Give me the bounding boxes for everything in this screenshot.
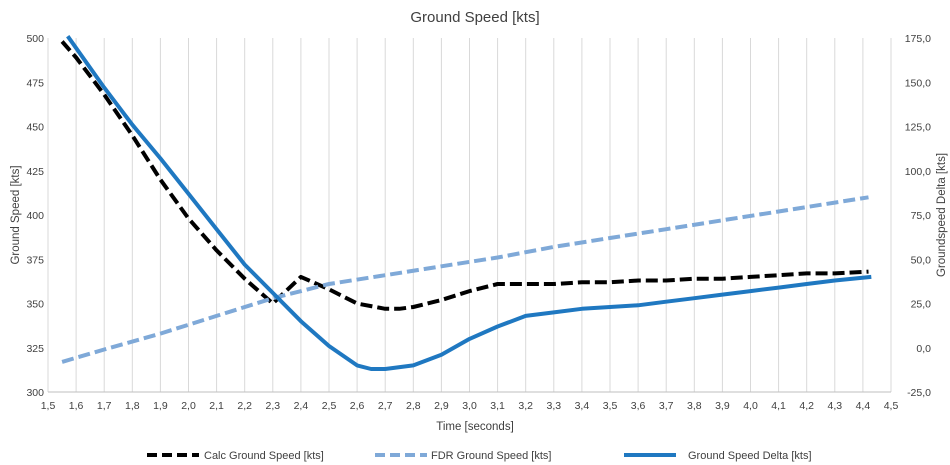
x-tick-label: 3,3 — [546, 400, 561, 412]
y2-tick-label: 100,0 — [905, 166, 931, 178]
y2-tick-label: 50,0 — [911, 254, 932, 266]
x-tick-label: 3,9 — [715, 400, 730, 412]
series-line-1 — [60, 40, 869, 311]
y2-tick-label: 75,0 — [911, 210, 932, 222]
x-tick-label: 3,0 — [462, 400, 477, 412]
x-tick-label: 2,2 — [237, 400, 252, 412]
y-tick-label: 500 — [26, 33, 44, 45]
y-tick-label: 425 — [26, 166, 44, 178]
series-line-2 — [61, 195, 869, 364]
y-tick-label: 450 — [26, 122, 44, 134]
y-tick-label: 400 — [26, 210, 44, 222]
x-tick-label: 4,2 — [799, 400, 814, 412]
axis-ticks: 1,5 1,6 1,7 1,8 1,9 2,0 2,1 2,2 2,3 2,4 2,5 2,6 2,7 2… — [26, 33, 931, 412]
grid-lines — [47, 38, 892, 393]
legend-label-3: Ground Speed Delta [kts] — [688, 450, 812, 462]
y-tick-label: 300 — [26, 387, 44, 399]
y-tick-label: 375 — [26, 254, 44, 266]
x-tick-label: 1,6 — [69, 400, 84, 412]
legend-label-1: Calc Ground Speed [kts] — [204, 450, 324, 462]
y2-tick-label: 25,0 — [911, 299, 932, 311]
x-tick-label: 1,9 — [153, 400, 168, 412]
x-tick-label: 2,7 — [378, 400, 393, 412]
x-tick-label: 4,5 — [884, 400, 899, 412]
y-tick-label: 350 — [26, 299, 44, 311]
y-axis-label: Ground Speed [kts] — [10, 165, 22, 264]
x-tick-label: 4,1 — [771, 400, 786, 412]
legend-label-2: FDR Ground Speed [kts] — [431, 450, 551, 462]
y2-tick-label: 175,0 — [905, 33, 931, 45]
x-tick-label: 1,5 — [41, 400, 56, 412]
x-tick-label: 2,8 — [406, 400, 421, 412]
y2-axis-label: Groundspeed Delta [kts] — [936, 153, 948, 277]
x-tick-label: 4,4 — [856, 400, 871, 412]
x-tick-label: 3,2 — [518, 400, 533, 412]
x-tick-label: 2,4 — [294, 400, 309, 412]
x-tick-label: 2,0 — [181, 400, 196, 412]
x-tick-label: 2,9 — [434, 400, 449, 412]
x-tick-label: 4,3 — [827, 400, 842, 412]
y2-tick-label: 125,0 — [905, 122, 931, 134]
x-tick-label: 3,8 — [687, 400, 702, 412]
x-tick-label: 2,3 — [265, 400, 280, 412]
y2-tick-label: -25,0 — [907, 387, 931, 399]
x-tick-label: 4,0 — [743, 400, 758, 412]
x-axis-label: Time [seconds] — [436, 421, 514, 433]
y2-tick-label: 0,0 — [916, 343, 931, 355]
x-tick-label: 3,4 — [575, 400, 590, 412]
x-tick-label: 3,1 — [490, 400, 505, 412]
legend: Calc Ground Speed [kts] FDR Ground Speed … — [147, 450, 812, 462]
y-tick-label: 475 — [26, 77, 44, 89]
y2-tick-label: 150,0 — [905, 77, 931, 89]
chart-title: Ground Speed [kts] — [410, 9, 539, 26]
x-tick-label: 2,6 — [350, 400, 365, 412]
series-lines — [60, 35, 872, 371]
x-tick-label: 3,6 — [631, 400, 646, 412]
x-tick-label: 2,1 — [209, 400, 224, 412]
x-tick-label: 1,7 — [97, 400, 112, 412]
x-tick-label: 3,5 — [603, 400, 618, 412]
series-line-3 — [66, 35, 872, 371]
x-tick-label: 3,7 — [659, 400, 674, 412]
x-tick-label: 2,5 — [322, 400, 337, 412]
y-tick-label: 325 — [26, 343, 44, 355]
x-tick-label: 1,8 — [125, 400, 140, 412]
